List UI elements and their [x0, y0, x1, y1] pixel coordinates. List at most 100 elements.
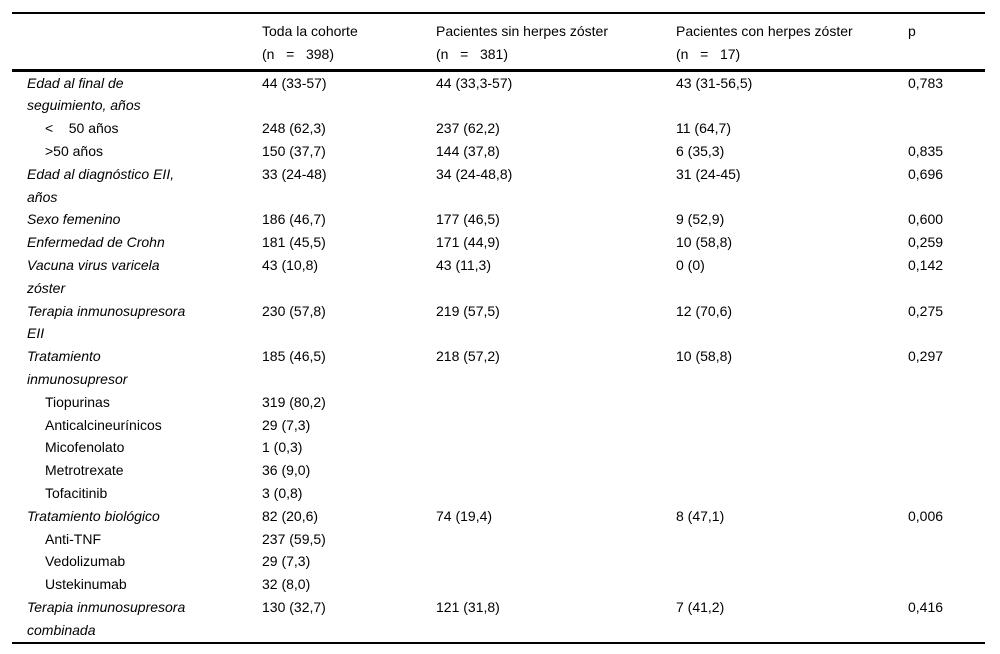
p-value-cell	[893, 528, 985, 551]
value-cell: 230 (57,8)	[262, 302, 326, 319]
table-row: Ustekinumab 32 (8,0)	[12, 573, 985, 596]
value-cell: 185 (46,5)	[262, 348, 326, 365]
p-value-cell: 0,142	[908, 256, 944, 273]
row-label: Tofacitinib	[45, 484, 108, 501]
table-row: >50 años 150 (37,7) 144 (37,8) 6 (35,3) 0,83…	[12, 140, 985, 163]
value-cell: 10 (58,8)	[676, 348, 733, 365]
row-label: Sexo femenino	[27, 211, 121, 228]
value-cell: 43 (11,3)	[436, 256, 491, 273]
p-value-cell	[893, 459, 985, 482]
value-cell: 218 (57,2)	[436, 348, 500, 365]
row-label: Enfermedad de Crohn	[27, 234, 165, 251]
p-value-cell: 0,600	[908, 211, 944, 228]
value-cell: 10 (58,8)	[676, 234, 733, 251]
row-label: Vedolizumab	[45, 553, 126, 570]
value-cell: 150 (37,7)	[262, 142, 326, 159]
value-cell	[421, 436, 661, 459]
table-row: Enfermedad de Crohn 181 (45,5) 171 (44,9) 1…	[12, 231, 985, 254]
column-header-empty	[12, 13, 247, 70]
row-label: Tratamiento inmunosupresor	[27, 348, 128, 387]
table-row: Edad al final de seguimiento, años 44 (33…	[12, 70, 985, 117]
p-value-cell: 0,696	[908, 165, 944, 182]
p-value-cell: 0,835	[908, 142, 944, 159]
row-label: Edad al final de seguimiento, años	[27, 74, 141, 114]
value-cell: 319 (80,2)	[262, 393, 326, 410]
value-cell: 237 (62,2)	[436, 120, 500, 137]
p-value-cell	[893, 436, 985, 459]
value-cell: 8 (47,1)	[676, 507, 725, 524]
table-row: Sexo femenino 186 (46,7) 177 (46,5) 9 (52,9…	[12, 208, 985, 231]
column-header-with-zoster: Pacientes con herpes zóster (n = 17)	[676, 23, 853, 62]
column-header-whole-cohort: Toda la cohorte (n = 398)	[262, 23, 358, 62]
column-header-p: p	[908, 23, 916, 39]
table-row: Edad al diagnóstico EII, años 33 (24-48) 3…	[12, 163, 985, 209]
header-row: Toda la cohorte (n = 398) Pacientes sin …	[12, 13, 985, 71]
value-cell: 29 (7,3)	[262, 416, 311, 433]
table-body: Edad al final de seguimiento, años 44 (33…	[12, 70, 985, 642]
row-label: Tratamiento biológico	[27, 507, 160, 524]
p-value-cell	[893, 117, 985, 140]
value-cell: 32 (8,0)	[262, 576, 311, 593]
value-cell	[421, 459, 661, 482]
value-cell	[661, 414, 893, 437]
value-cell: 44 (33-57)	[262, 74, 327, 91]
value-cell: 36 (9,0)	[262, 462, 311, 479]
value-cell: 43 (10,8)	[262, 256, 319, 273]
value-cell	[661, 436, 893, 459]
value-cell: 177 (46,5)	[436, 211, 500, 228]
row-label: Terapia inmunosupresora combinada	[27, 598, 186, 638]
p-value-cell: 0,275	[908, 302, 944, 319]
p-value-cell: 0,297	[908, 348, 944, 365]
value-cell: 237 (59,5)	[262, 530, 326, 547]
value-cell	[421, 414, 661, 437]
value-cell: 248 (62,3)	[262, 120, 326, 137]
value-cell: 0 (0)	[676, 256, 705, 273]
p-value-cell: 0,006	[908, 507, 944, 524]
row-label: Metrotrexate	[45, 462, 124, 479]
value-cell	[661, 391, 893, 414]
row-label: < 50 años	[45, 120, 119, 137]
value-cell: 43 (31-56,5)	[676, 74, 753, 91]
value-cell	[421, 391, 661, 414]
table-row: Micofenolato 1 (0,3)	[12, 436, 985, 459]
table-row: Tiopurinas 319 (80,2)	[12, 391, 985, 414]
value-cell: 31 (24-45)	[676, 165, 741, 182]
row-label: Anticalcineurínicos	[45, 416, 162, 433]
value-cell: 3 (0,8)	[262, 484, 303, 501]
value-cell: 219 (57,5)	[436, 302, 500, 319]
value-cell: 29 (7,3)	[262, 553, 311, 570]
column-header-without-zoster: Pacientes sin herpes zóster (n = 381)	[436, 23, 608, 62]
table-row: Metrotrexate 36 (9,0)	[12, 459, 985, 482]
table-row: Anticalcineurínicos 29 (7,3)	[12, 414, 985, 437]
p-value-cell	[893, 573, 985, 596]
value-cell: 44 (33,3-57)	[436, 74, 513, 91]
table-row: Anti-TNF 237 (59,5)	[12, 528, 985, 551]
value-cell: 34 (24-48,8)	[436, 165, 513, 182]
value-cell	[661, 459, 893, 482]
value-cell	[421, 573, 661, 596]
cohort-characteristics-table: Toda la cohorte (n = 398) Pacientes sin …	[12, 12, 985, 644]
row-label: Vacuna virus varicela zóster	[27, 256, 160, 296]
table-row: Vacuna virus varicela zóster 43 (10,8) 43 …	[12, 254, 985, 300]
table-row: Tratamiento inmunosupresor 185 (46,5) 218 …	[12, 345, 985, 391]
value-cell: 6 (35,3)	[676, 142, 725, 159]
value-cell	[661, 550, 893, 573]
p-value-cell: 0,259	[908, 234, 944, 251]
value-cell	[661, 528, 893, 551]
value-cell: 33 (24-48)	[262, 165, 327, 182]
value-cell: 12 (70,6)	[676, 302, 733, 319]
row-label: Terapia inmunosupresora EII	[27, 302, 186, 342]
p-value-cell	[893, 391, 985, 414]
table-row: Tratamiento biológico 82 (20,6) 74 (19,4) 8…	[12, 505, 985, 528]
table-row: Vedolizumab 29 (7,3)	[12, 550, 985, 573]
table-row: Terapia inmunosupresora EII 230 (57,8) 219…	[12, 300, 985, 346]
table-row: < 50 años 248 (62,3) 237 (62,2) 11 (64,7)	[12, 117, 985, 140]
p-value-cell: 0,416	[908, 598, 944, 615]
value-cell: 9 (52,9)	[676, 211, 725, 228]
value-cell: 121 (31,8)	[436, 598, 500, 615]
table-row: Tofacitinib 3 (0,8)	[12, 482, 985, 505]
p-value-cell	[893, 550, 985, 573]
value-cell: 1 (0,3)	[262, 439, 303, 456]
row-label: Anti-TNF	[45, 530, 101, 547]
